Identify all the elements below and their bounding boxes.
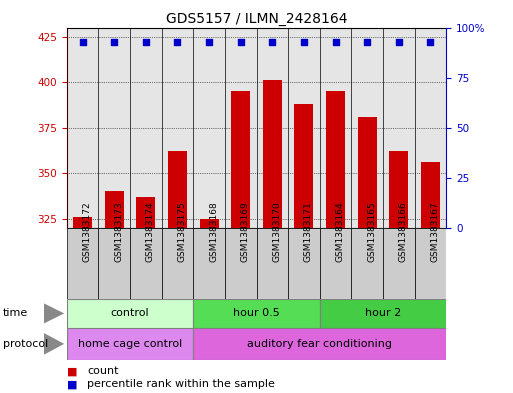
Text: protocol: protocol <box>3 339 48 349</box>
Text: time: time <box>3 309 28 318</box>
Bar <box>168 151 187 393</box>
Bar <box>351 228 383 299</box>
Bar <box>256 28 288 228</box>
Text: auditory fear conditioning: auditory fear conditioning <box>247 339 392 349</box>
Bar <box>231 91 250 393</box>
Bar <box>288 228 320 299</box>
Bar <box>389 151 408 393</box>
Bar <box>193 299 320 328</box>
Bar <box>162 28 193 228</box>
Bar <box>383 28 415 228</box>
Bar <box>415 28 446 228</box>
Bar <box>98 228 130 299</box>
Bar <box>320 299 446 328</box>
Bar <box>67 28 98 228</box>
Bar <box>320 28 351 228</box>
Text: GSM1383166: GSM1383166 <box>399 201 408 262</box>
Point <box>331 39 340 45</box>
Text: control: control <box>111 309 149 318</box>
Bar <box>67 299 193 328</box>
Bar <box>225 28 256 228</box>
Text: GSM1383171: GSM1383171 <box>304 201 313 262</box>
Text: home cage control: home cage control <box>78 339 182 349</box>
Bar <box>294 104 313 393</box>
Polygon shape <box>44 333 64 355</box>
Title: GDS5157 / ILMN_2428164: GDS5157 / ILMN_2428164 <box>166 13 347 26</box>
Text: GSM1383173: GSM1383173 <box>114 201 123 262</box>
Point <box>426 39 435 45</box>
Text: ■: ■ <box>67 366 77 376</box>
Point <box>394 39 403 45</box>
Bar <box>256 228 288 299</box>
Bar <box>98 28 130 228</box>
Text: GSM1383168: GSM1383168 <box>209 201 218 262</box>
Point <box>142 39 150 45</box>
Point <box>363 39 371 45</box>
Text: GSM1383175: GSM1383175 <box>177 201 186 262</box>
Bar <box>193 228 225 299</box>
Bar <box>200 219 219 393</box>
Bar <box>383 228 415 299</box>
Text: GSM1383170: GSM1383170 <box>272 201 281 262</box>
Bar <box>193 328 446 360</box>
Bar <box>288 28 320 228</box>
Bar <box>320 228 351 299</box>
Bar <box>136 197 155 393</box>
Bar <box>67 228 98 299</box>
Text: GSM1383167: GSM1383167 <box>430 201 440 262</box>
Bar <box>162 228 193 299</box>
Point <box>205 39 213 45</box>
Text: percentile rank within the sample: percentile rank within the sample <box>87 379 275 389</box>
Bar <box>67 328 193 360</box>
Bar <box>105 191 124 393</box>
Bar <box>130 28 162 228</box>
Point <box>236 39 245 45</box>
Text: GSM1383165: GSM1383165 <box>367 201 376 262</box>
Text: GSM1383164: GSM1383164 <box>336 201 345 262</box>
Bar <box>263 80 282 393</box>
Point <box>78 39 87 45</box>
Bar <box>351 28 383 228</box>
Point <box>300 39 308 45</box>
Bar <box>415 228 446 299</box>
Text: GSM1383172: GSM1383172 <box>83 201 91 262</box>
Point <box>173 39 182 45</box>
Bar <box>130 228 162 299</box>
Bar <box>73 217 92 393</box>
Text: GSM1383174: GSM1383174 <box>146 201 155 262</box>
Bar <box>193 28 225 228</box>
Text: hour 0.5: hour 0.5 <box>233 309 280 318</box>
Bar <box>358 117 377 393</box>
Text: GSM1383169: GSM1383169 <box>241 201 250 262</box>
Point <box>110 39 118 45</box>
Bar <box>225 228 256 299</box>
Bar <box>326 91 345 393</box>
Text: count: count <box>87 366 119 376</box>
Text: ■: ■ <box>67 379 77 389</box>
Text: hour 2: hour 2 <box>365 309 401 318</box>
Bar <box>421 162 440 393</box>
Polygon shape <box>44 303 64 324</box>
Point <box>268 39 277 45</box>
